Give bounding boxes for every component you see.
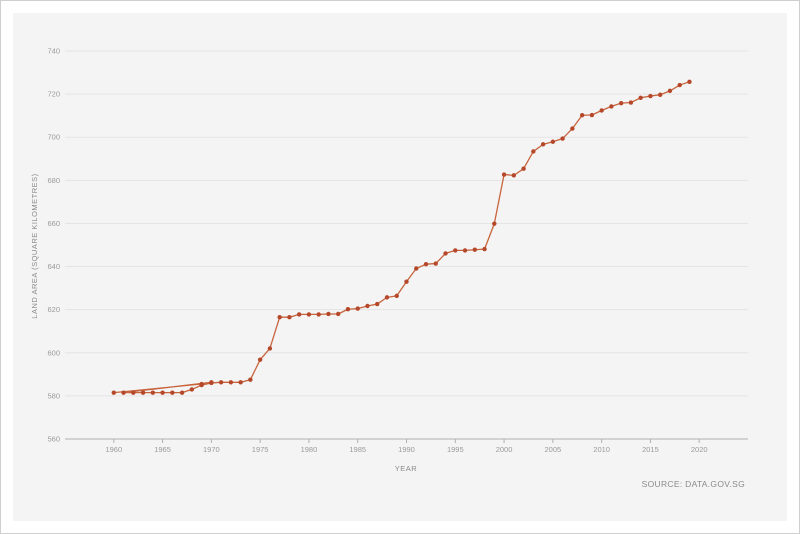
- y-tick-label: 720: [47, 90, 60, 99]
- series-line: [113, 81, 690, 394]
- y-tick-label: 740: [47, 47, 60, 56]
- y-tick-label: 700: [47, 133, 60, 142]
- data-point: [326, 311, 331, 317]
- data-point: [570, 126, 575, 131]
- data-point: [609, 104, 614, 109]
- data-point: [531, 149, 536, 154]
- y-tick-label: 600: [47, 348, 60, 357]
- data-point: [501, 172, 507, 177]
- data-point: [238, 380, 243, 385]
- data-point: [111, 390, 116, 395]
- x-tick-label: 1990: [398, 445, 415, 454]
- x-tick-label: 2010: [593, 445, 610, 454]
- data-point: [306, 312, 312, 317]
- y-tick-label: 680: [47, 176, 60, 185]
- y-axis-title: LAND AREA (SQUARE KILOMETRES): [30, 173, 39, 318]
- data-point: [170, 390, 175, 395]
- x-tick-label: 1985: [349, 445, 366, 454]
- x-tick-label: 1965: [154, 445, 171, 454]
- data-point: [140, 390, 146, 395]
- data-point: [189, 387, 195, 392]
- source-label: SOURCE: DATA.GOV.SG: [642, 479, 745, 489]
- x-axis-title: YEAR: [395, 464, 418, 473]
- data-point: [384, 295, 390, 300]
- data-point: [462, 248, 468, 253]
- data-point: [257, 357, 263, 362]
- data-point: [121, 390, 126, 395]
- data-point: [677, 82, 682, 88]
- data-point: [589, 112, 595, 118]
- x-tick-label: 1995: [447, 445, 464, 454]
- data-point: [560, 136, 565, 141]
- y-tick-label: 580: [47, 391, 60, 400]
- data-point: [336, 311, 341, 317]
- data-point: [550, 139, 556, 144]
- data-point: [453, 248, 458, 253]
- data-point: [287, 315, 292, 320]
- data-point: [492, 221, 497, 226]
- data-point: [267, 346, 273, 351]
- x-tick-label: 2015: [642, 445, 659, 454]
- data-point: [209, 380, 214, 386]
- x-tick-label: 1970: [203, 445, 220, 454]
- data-point: [482, 246, 487, 252]
- data-point: [345, 307, 351, 312]
- data-point: [248, 377, 253, 382]
- data-point: [521, 166, 526, 171]
- data-point: [150, 390, 156, 395]
- y-tick-label: 660: [47, 219, 60, 228]
- x-tick-label: 2020: [691, 445, 708, 454]
- data-point: [638, 95, 643, 100]
- data-point: [657, 92, 663, 97]
- data-point: [316, 312, 321, 317]
- data-point: [365, 303, 370, 309]
- x-tick-label: 2005: [545, 445, 562, 454]
- data-point: [179, 390, 185, 395]
- y-tick-label: 640: [47, 262, 60, 271]
- data-point: [443, 251, 448, 256]
- gridlines: [65, 50, 748, 397]
- y-tick-label: 560: [47, 435, 60, 444]
- y-tick-label: 620: [47, 305, 60, 314]
- data-point: [540, 142, 546, 147]
- data-point: [472, 247, 477, 252]
- data-point: [599, 108, 604, 113]
- data-point: [628, 100, 634, 105]
- data-point: [218, 380, 224, 385]
- data-point: [404, 279, 409, 284]
- data-point: [375, 301, 380, 307]
- data-point: [296, 312, 302, 317]
- data-point: [414, 266, 419, 271]
- data-point: [277, 315, 282, 320]
- data-point: [579, 113, 585, 118]
- data-point: [511, 173, 517, 178]
- x-tick-label: 1975: [252, 445, 269, 454]
- data-point: [228, 380, 234, 385]
- x-tick-label: 1960: [105, 445, 122, 454]
- data-point: [433, 261, 438, 266]
- data-point: [355, 306, 360, 311]
- x-axis-ticks: 1960 1965 1970 1975 1980 1985 1990 1995 2000 2005…: [105, 439, 708, 454]
- y-axis-ticks: 560 580 600 620 640 660 680 700 720 740: [47, 47, 60, 444]
- data-point: [618, 100, 624, 106]
- series-layer: [111, 79, 692, 395]
- data-point: [667, 88, 673, 94]
- data-point: [160, 390, 165, 395]
- x-tick-label: 2000: [496, 445, 513, 454]
- data-point: [131, 390, 136, 395]
- data-point: [394, 293, 399, 299]
- data-point: [199, 382, 204, 388]
- x-tick-label: 1980: [301, 445, 318, 454]
- data-point: [648, 93, 653, 99]
- data-point: [423, 261, 429, 267]
- data-point: [687, 79, 692, 85]
